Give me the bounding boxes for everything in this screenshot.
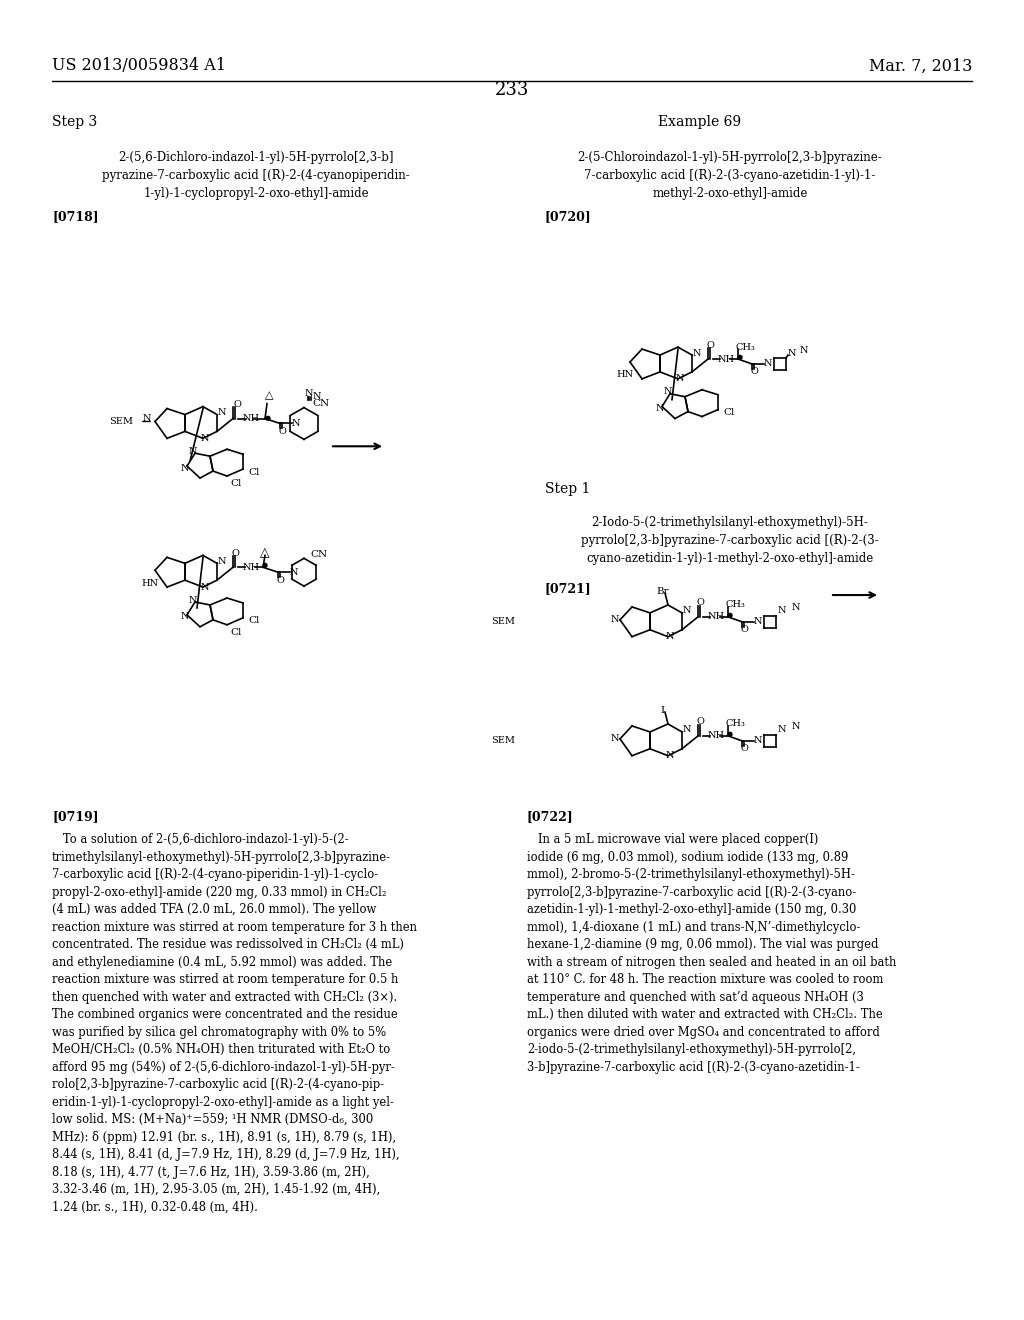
Text: O: O — [707, 341, 714, 350]
Text: NH: NH — [243, 562, 259, 572]
Text: N: N — [666, 632, 674, 642]
Text: O: O — [279, 426, 286, 436]
Text: N: N — [201, 582, 209, 591]
Text: Cl: Cl — [230, 479, 242, 488]
Text: Br: Br — [656, 586, 670, 595]
Text: CH₃: CH₃ — [736, 343, 756, 351]
Text: N: N — [218, 408, 226, 417]
Text: HN: HN — [616, 371, 634, 379]
Text: [0718]: [0718] — [52, 210, 98, 223]
Text: [0722]: [0722] — [527, 810, 573, 824]
Text: N: N — [181, 463, 189, 473]
Text: N: N — [754, 737, 762, 746]
Text: N: N — [610, 734, 620, 743]
Text: N: N — [778, 606, 786, 615]
Text: ●: ● — [737, 352, 743, 362]
Text: US 2013/0059834 A1: US 2013/0059834 A1 — [52, 57, 226, 74]
Text: Step 1: Step 1 — [545, 482, 591, 496]
Text: NH: NH — [718, 355, 734, 363]
Text: N: N — [792, 603, 800, 612]
Text: Cl: Cl — [723, 408, 734, 417]
Text: HN: HN — [142, 578, 159, 587]
Text: O: O — [696, 598, 703, 607]
Text: SEM: SEM — [109, 417, 133, 426]
Text: NH: NH — [708, 731, 725, 741]
Text: 233: 233 — [495, 81, 529, 99]
Text: N: N — [683, 606, 691, 615]
Text: O: O — [750, 367, 758, 376]
Text: N: N — [788, 348, 797, 358]
Text: ●: ● — [265, 413, 271, 421]
Text: N: N — [764, 359, 772, 368]
Text: NH: NH — [243, 414, 259, 422]
Text: NH: NH — [708, 612, 725, 622]
Text: ●: ● — [727, 730, 733, 738]
Text: N: N — [218, 557, 226, 566]
Text: N: N — [676, 375, 684, 383]
Text: N: N — [800, 346, 808, 355]
Text: N: N — [683, 726, 691, 734]
Text: CN: CN — [312, 399, 329, 408]
Text: O: O — [231, 549, 239, 558]
Text: ●: ● — [262, 561, 268, 569]
Text: △: △ — [260, 546, 269, 558]
Text: In a 5 mL microwave vial were placed copper(I)
iodide (6 mg, 0.03 mmol), sodium : In a 5 mL microwave vial were placed cop… — [527, 833, 896, 1073]
Text: N: N — [188, 595, 198, 605]
Text: To a solution of 2-(5,6-dichloro-indazol-1-yl)-5-(2-
trimethylsilanyl-ethoxymeth: To a solution of 2-(5,6-dichloro-indazol… — [52, 833, 417, 1213]
Text: N: N — [201, 434, 209, 442]
Text: 2-Iodo-5-(2-trimethylsilanyl-ethoxymethyl)-5H-
pyrrolo[2,3-b]pyrazine-7-carboxyl: 2-Iodo-5-(2-trimethylsilanyl-ethoxymethy… — [582, 516, 879, 565]
Text: Step 3: Step 3 — [52, 115, 97, 129]
Text: [0720]: [0720] — [545, 210, 592, 223]
Text: O: O — [740, 744, 748, 754]
Text: ●: ● — [727, 611, 733, 619]
Text: SEM: SEM — [490, 737, 515, 746]
Text: N: N — [655, 404, 665, 413]
Text: N: N — [666, 751, 674, 760]
Text: N: N — [693, 348, 701, 358]
Text: N: N — [754, 618, 762, 626]
Text: SEM: SEM — [490, 618, 515, 626]
Text: Cl: Cl — [248, 467, 259, 477]
Text: [0721]: [0721] — [545, 582, 592, 595]
Text: N: N — [305, 389, 313, 399]
Text: Example 69: Example 69 — [658, 115, 741, 129]
Text: N: N — [292, 418, 300, 428]
Text: CN: CN — [310, 550, 327, 558]
Text: N: N — [610, 615, 620, 624]
Text: N: N — [188, 446, 198, 455]
Text: Cl: Cl — [248, 616, 259, 626]
Text: N: N — [142, 414, 151, 422]
Text: Cl: Cl — [230, 628, 242, 638]
Text: O: O — [276, 576, 284, 585]
Text: 2-(5,6-Dichloro-indazol-1-yl)-5H-pyrrolo[2,3-b]
pyrazine-7-carboxylic acid [(R)-: 2-(5,6-Dichloro-indazol-1-yl)-5H-pyrrolo… — [102, 150, 410, 199]
Text: N: N — [778, 726, 786, 734]
Text: N: N — [664, 387, 672, 396]
Text: △: △ — [265, 391, 273, 401]
Text: N: N — [312, 392, 322, 401]
Text: 2-(5-Chloroindazol-1-yl)-5H-pyrrolo[2,3-b]pyrazine-
7-carboxylic acid [(R)-2-(3-: 2-(5-Chloroindazol-1-yl)-5H-pyrrolo[2,3-… — [578, 150, 883, 199]
Text: O: O — [696, 718, 703, 726]
Text: CH₃: CH₃ — [726, 719, 745, 729]
Text: I: I — [660, 706, 665, 714]
Text: N: N — [181, 612, 189, 622]
Text: Mar. 7, 2013: Mar. 7, 2013 — [868, 57, 972, 74]
Text: O: O — [740, 626, 748, 634]
Text: N: N — [290, 568, 298, 577]
Text: N: N — [792, 722, 800, 731]
Text: O: O — [233, 400, 241, 409]
Text: CH₃: CH₃ — [726, 601, 745, 610]
Text: [0719]: [0719] — [52, 810, 98, 824]
